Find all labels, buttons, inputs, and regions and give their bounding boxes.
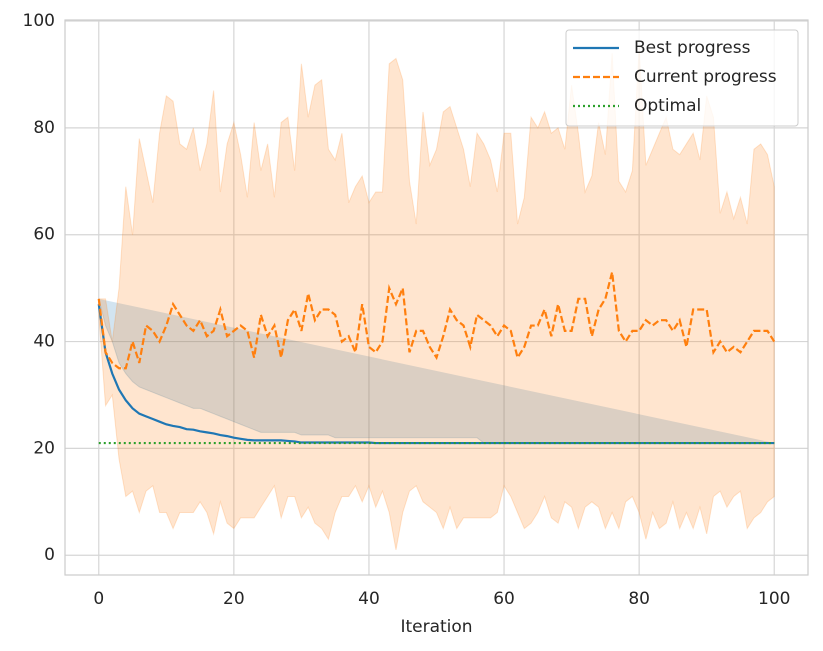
x-axis-label: Iteration — [400, 617, 472, 637]
legend-box — [565, 29, 799, 127]
y-tick-label: 0 — [44, 545, 55, 565]
series-line — [97, 304, 775, 445]
y-tick-label: 100 — [23, 11, 55, 31]
x-tick-label: 20 — [223, 589, 245, 609]
legend-label: Current progress — [634, 67, 777, 87]
y-tick-label: 80 — [33, 118, 55, 138]
x-tick-label: 60 — [493, 589, 515, 609]
legend-label: Best progress — [634, 38, 751, 58]
x-tick-label: 100 — [758, 589, 790, 609]
x-tick-label: 40 — [358, 589, 380, 609]
x-tick-label: 80 — [628, 589, 650, 609]
legend: Best progress Current progress Optimal — [565, 29, 799, 127]
series-line — [97, 271, 776, 370]
y-tick-label: 20 — [33, 438, 55, 458]
y-tick-label: 40 — [33, 332, 55, 352]
confidence-band — [98, 47, 775, 550]
x-tick-label: 0 — [93, 589, 104, 609]
legend-label: Optimal — [634, 96, 701, 116]
y-tick-label: 60 — [33, 225, 55, 245]
plot-frame — [64, 19, 809, 576]
